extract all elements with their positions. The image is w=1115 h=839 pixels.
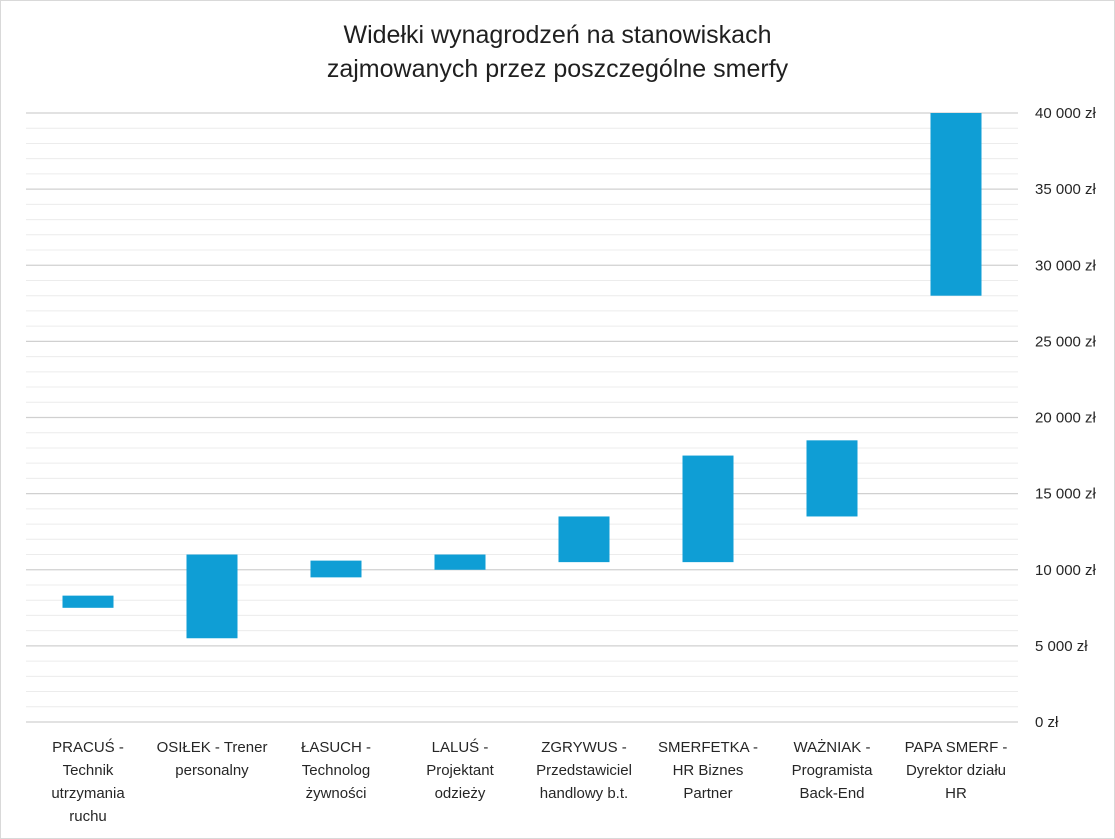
category-label-line: Partner [683, 785, 732, 802]
category-label-line: Przedstawiciel [536, 762, 632, 779]
category-label-line: LALUŚ - [432, 738, 489, 756]
bars [62, 113, 982, 639]
category-label: LALUŚ - Projektant odzieży [426, 738, 494, 802]
category-label-line: ZGRYWUS - [541, 739, 627, 756]
y-tick-label: 0 zł [1035, 714, 1059, 731]
category-label: PAPA SMERF - Dyrektor działu HR [905, 739, 1008, 802]
gridlines [26, 112, 1018, 723]
y-tick-label: 30 000 zł [1035, 257, 1097, 274]
category-label-line: Dyrektor działu [906, 762, 1006, 779]
category-label: OSIŁEK - Trener personalny [157, 739, 268, 779]
category-label-line: HR [945, 785, 967, 802]
range-bar [558, 516, 610, 563]
range-bar [62, 595, 114, 608]
range-bar [186, 554, 238, 639]
y-tick-label: 25 000 zł [1035, 333, 1097, 350]
category-label-line: Technik [63, 762, 114, 779]
chart-title-line-2: zajmowanych przez poszczególne smerfy [326, 55, 789, 83]
category-label: WAŻNIAK - Programista Back-End [792, 738, 874, 802]
category-label-line: HR Biznes [673, 762, 744, 779]
category-label-line: ruchu [69, 808, 107, 825]
y-tick-label: 10 000 zł [1035, 562, 1097, 579]
y-axis-labels: 0 zł 5 000 zł 10 000 zł 15 000 zł 20 000 zł 2… [1035, 105, 1097, 731]
category-label-line: SMERFETKA - [658, 739, 758, 756]
category-label-line: personalny [175, 762, 249, 779]
category-label-line: OSIŁEK - Trener [157, 739, 268, 756]
category-label-line: odzieży [435, 785, 486, 802]
category-label-line: WAŻNIAK - [794, 738, 871, 756]
category-label: SMERFETKA - HR Biznes Partner [658, 739, 758, 802]
category-label-line: Programista [792, 762, 874, 779]
category-label: PRACUŚ - Technik utrzymania ruchu [51, 738, 125, 825]
range-bar [806, 440, 858, 517]
chart-title-line-1: Widełki wynagrodzeń na stanowiskach [343, 21, 772, 49]
category-label-line: PRACUŚ - [52, 738, 124, 756]
y-tick-label: 20 000 zł [1035, 410, 1097, 427]
category-label: ŁASUCH - Technolog żywności [301, 739, 371, 802]
category-label-line: ŁASUCH - [301, 739, 371, 756]
range-bar [930, 113, 982, 296]
category-label-line: Back-End [799, 785, 864, 802]
range-bar [682, 455, 734, 563]
category-label: ZGRYWUS - Przedstawiciel handlowy b.t. [536, 739, 632, 802]
y-tick-label: 15 000 zł [1035, 486, 1097, 503]
category-label-line: Projektant [426, 762, 494, 779]
y-tick-label: 40 000 zł [1035, 105, 1097, 122]
category-label-line: utrzymania [51, 785, 125, 802]
range-bar [310, 560, 362, 578]
category-label-line: PAPA SMERF - [905, 739, 1008, 756]
chart-title: Widełki wynagrodzeń na stanowiskach zajm… [0, 18, 1115, 86]
category-label-line: handlowy b.t. [540, 785, 628, 802]
category-label-line: żywności [306, 785, 367, 802]
category-label-line: Technolog [302, 762, 370, 779]
range-bar [434, 554, 486, 570]
y-tick-label: 35 000 zł [1035, 181, 1097, 198]
x-axis-labels: PRACUŚ - Technik utrzymania ruchu OSIŁEK - T… [51, 738, 1007, 825]
y-tick-label: 5 000 zł [1035, 638, 1088, 655]
